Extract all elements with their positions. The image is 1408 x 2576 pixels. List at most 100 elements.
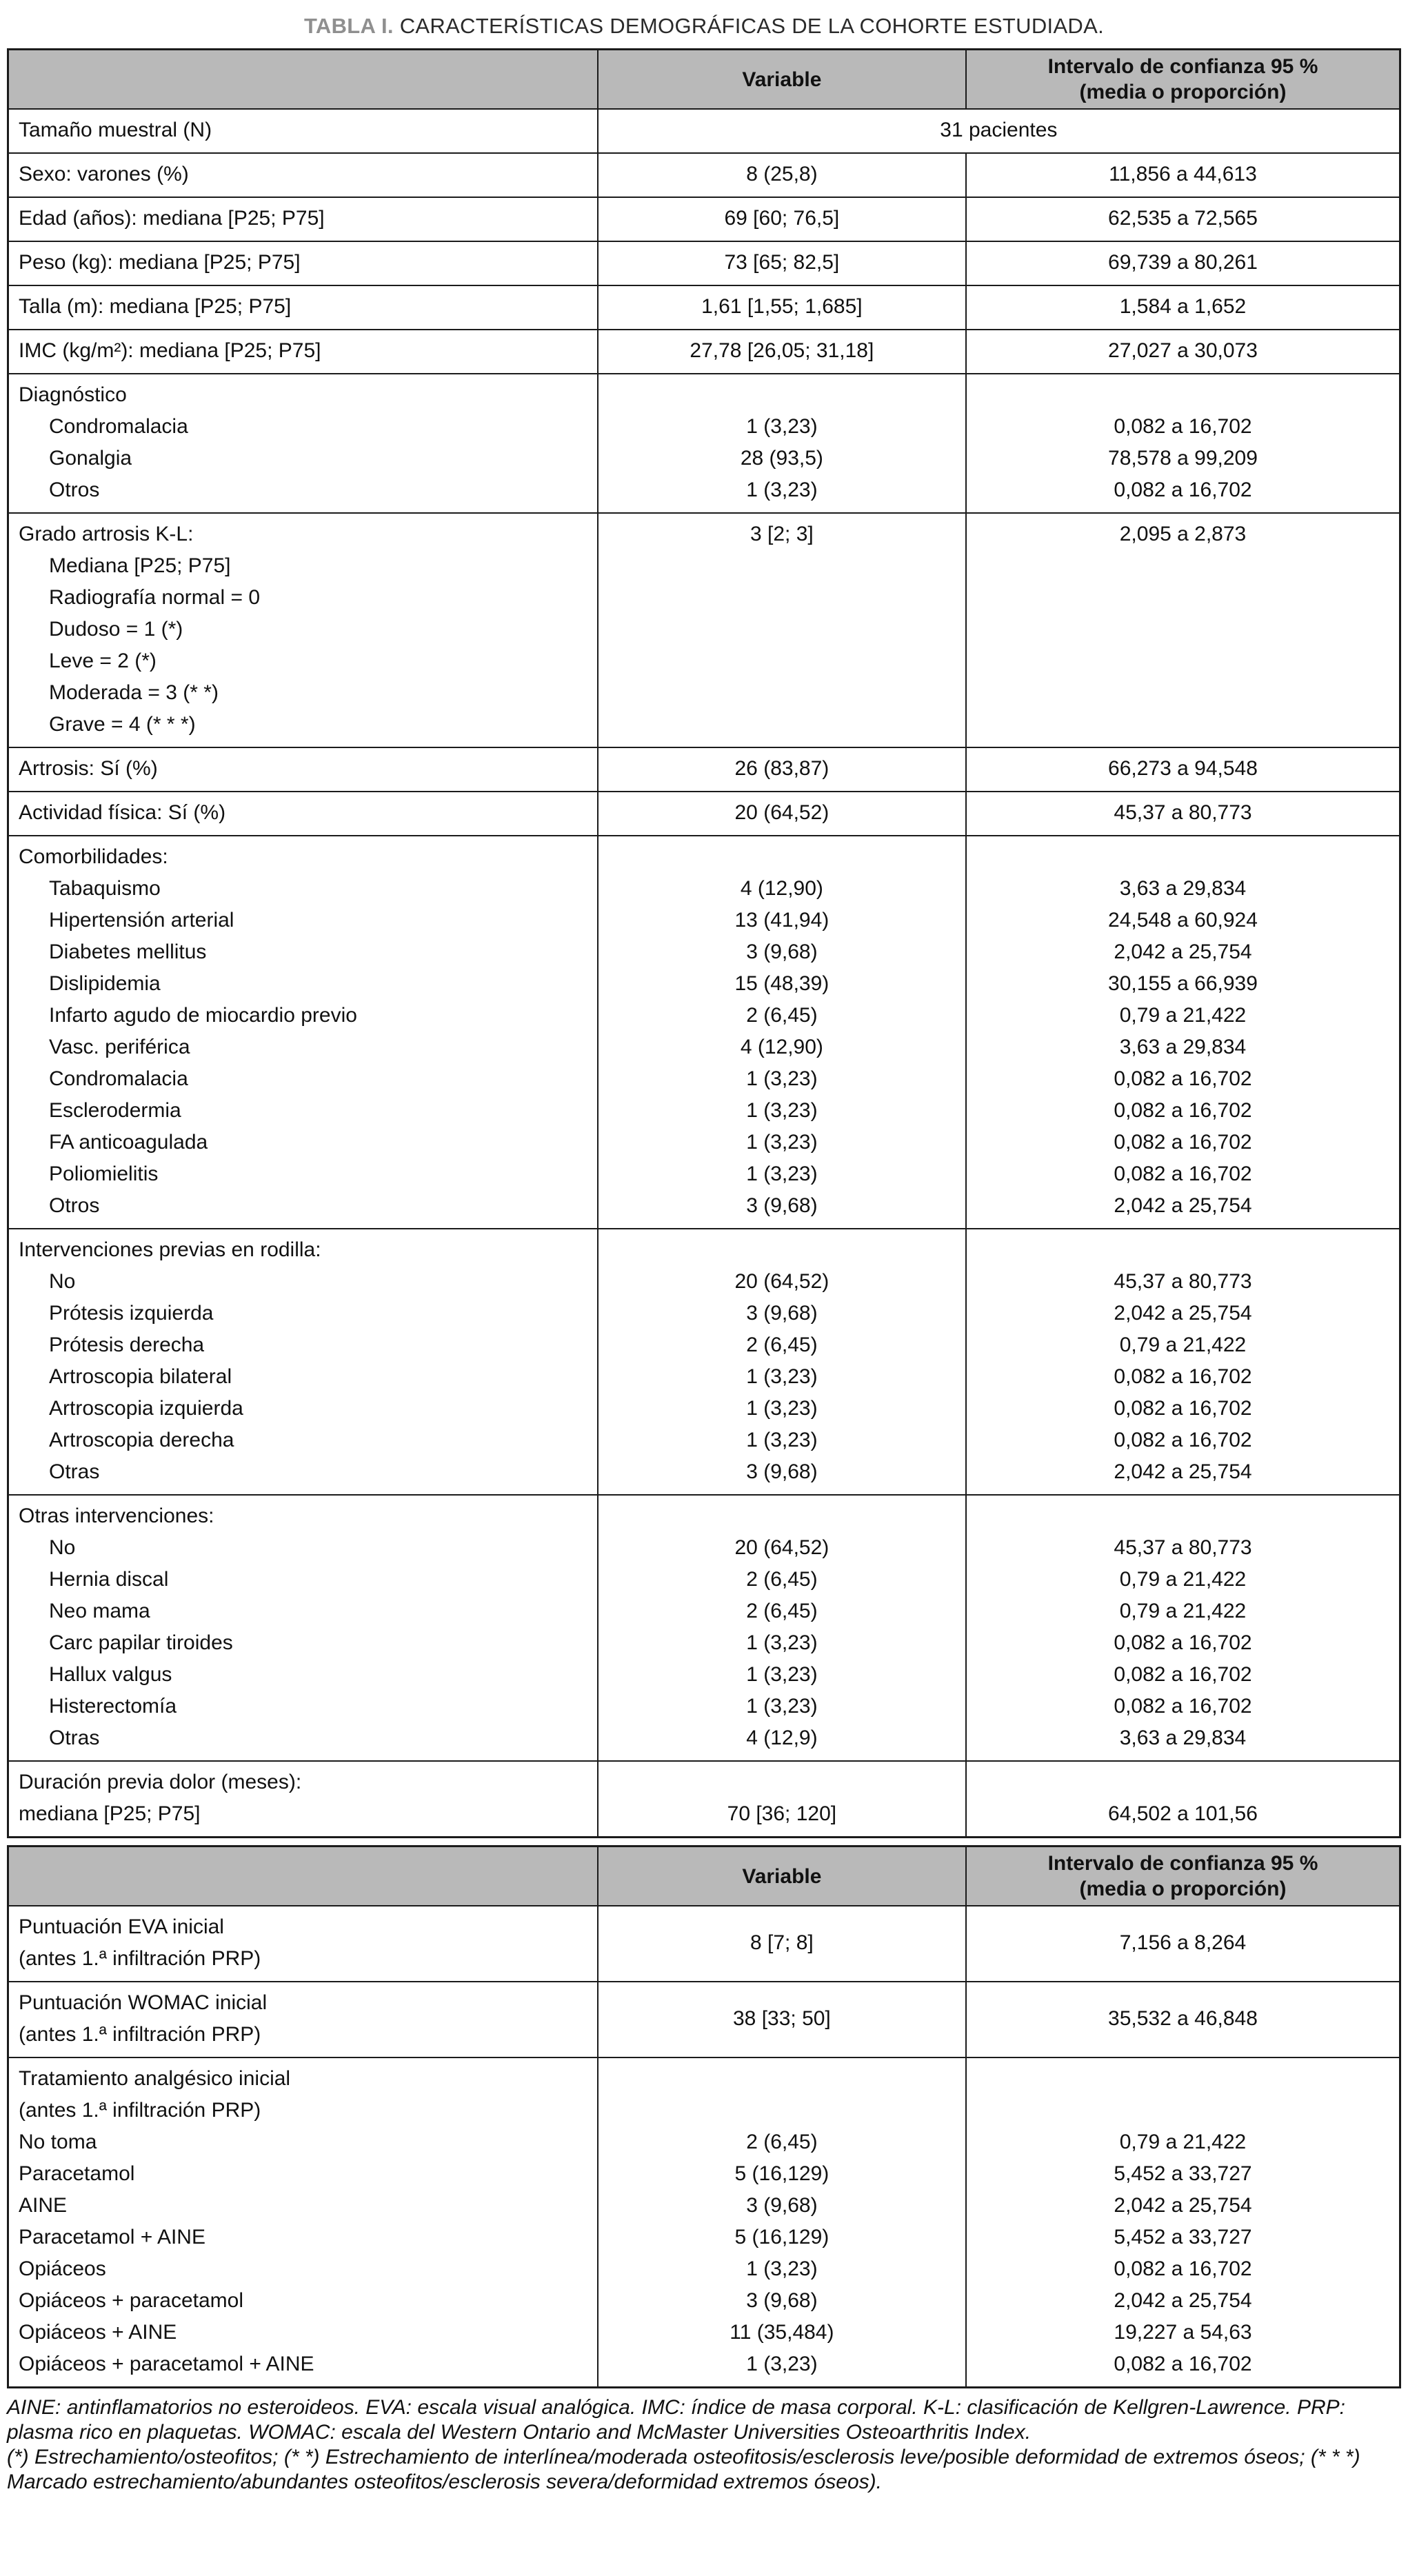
row-variable — [596, 374, 965, 411]
row-label-line: (antes 1.ª infiltración PRP) — [19, 2023, 261, 2046]
table-row: Artrosis: Sí (%) 26 (83,87) 66,273 a 94,54… — [9, 748, 1399, 791]
table-row: Hallux valgus 1 (3,23) 0,082 a 16,702 — [9, 1659, 1399, 1691]
table-section: Sexo: varones (%) 8 (25,8) 11,856 a 44,613 — [9, 152, 1399, 197]
row-variable — [596, 1496, 965, 1532]
row-variable: 1 (3,23) — [596, 1425, 965, 1456]
header-ci-line1: Intervalo de confianza 95 % — [1047, 1852, 1318, 1875]
row-label: Mediana [P25; P75] — [49, 554, 231, 577]
row-ci: 69,739 a 80,261 — [965, 242, 1399, 285]
row-variable: 2 (6,45) — [596, 1329, 965, 1361]
row-label: Hernia discal — [49, 1568, 169, 1591]
row-variable: 1 (3,23) — [596, 411, 965, 443]
table-section: Actividad física: Sí (%) 20 (64,52) 45,37 … — [9, 791, 1399, 835]
row-variable: 4 (12,9) — [596, 1722, 965, 1760]
row-ci — [965, 677, 1399, 709]
table-row: mediana [P25; P75] 70 [36; 120] 64,502 a 1… — [9, 1798, 1399, 1836]
row-label: Tabaquismo — [49, 877, 161, 900]
row-ci — [965, 1229, 1399, 1266]
row-variable: 5 (16,129) — [596, 2158, 965, 2190]
row-ci: 0,082 a 16,702 — [965, 411, 1399, 443]
table-row: Artroscopia izquierda 1 (3,23) 0,082 a 16,… — [9, 1393, 1399, 1425]
row-variable: 28 (93,5) — [596, 443, 965, 474]
row-ci: 0,082 a 16,702 — [965, 1393, 1399, 1425]
table-row: Variable Intervalo de confianza 95 % (medi… — [9, 1847, 1399, 1905]
row-ci: 0,082 a 16,702 — [965, 2348, 1399, 2386]
row-label: Otras — [49, 1460, 100, 1483]
row-ci: 0,082 a 16,702 — [965, 1361, 1399, 1393]
row-label: Opiáceos + paracetamol — [19, 2289, 244, 2312]
table-row: Infarto agudo de miocardio previo 2 (6,45… — [9, 1000, 1399, 1032]
table-row: Puntuación EVA inicial (antes 1.ª infiltr… — [9, 1906, 1399, 1981]
row-variable — [596, 582, 965, 614]
table-row: Tabaquismo 4 (12,90) 3,63 a 29,834 — [9, 873, 1399, 905]
table-row: Duración previa dolor (meses): — [9, 1762, 1399, 1798]
row-ci — [965, 614, 1399, 645]
table-section: Peso (kg): mediana [P25; P75] 73 [65; 82,… — [9, 241, 1399, 285]
row-ci: 0,79 a 21,422 — [965, 1564, 1399, 1596]
row-variable — [596, 2095, 965, 2126]
row-variable: 38 [33; 50] — [596, 1982, 965, 2057]
row-variable: 1 (3,23) — [596, 1627, 965, 1659]
row-ci: 0,082 a 16,702 — [965, 1691, 1399, 1722]
footnote-abbreviations: AINE: antinflamatorios no esteroideos. E… — [7, 2396, 1345, 2444]
row-ci: 2,042 a 25,754 — [965, 936, 1399, 968]
table-row: Hipertensión arterial 13 (41,94) 24,548 a … — [9, 905, 1399, 936]
row-ci: 2,042 a 25,754 — [965, 1298, 1399, 1329]
table-row: Prótesis derecha 2 (6,45) 0,79 a 21,422 — [9, 1329, 1399, 1361]
row-variable: 3 (9,68) — [596, 1456, 965, 1494]
row-label: Infarto agudo de miocardio previo — [49, 1004, 357, 1027]
row-ci: 24,548 a 60,924 — [965, 905, 1399, 936]
row-ci: 0,082 a 16,702 — [965, 2253, 1399, 2285]
row-variable — [596, 645, 965, 677]
row-label: Intervenciones previas en rodilla: — [19, 1238, 321, 1261]
row-label: Moderada = 3 (* *) — [49, 681, 219, 704]
table-row: Opiáceos + paracetamol 3 (9,68) 2,042 a 25… — [9, 2285, 1399, 2317]
table-row: Diabetes mellitus 3 (9,68) 2,042 a 25,754 — [9, 936, 1399, 968]
row-label: Artroscopia izquierda — [49, 1397, 243, 1420]
row-label: Histerectomía — [49, 1695, 177, 1718]
row-ci: 5,452 a 33,727 — [965, 2222, 1399, 2253]
row-label: Diabetes mellitus — [49, 940, 207, 963]
row-variable — [596, 1762, 965, 1798]
table-row: Leve = 2 (*) — [9, 645, 1399, 677]
table-title-text: CARACTERÍSTICAS DEMOGRÁFICAS DE LA COHOR… — [399, 14, 1104, 38]
row-variable — [596, 1229, 965, 1266]
row-variable: 2 (6,45) — [596, 1564, 965, 1596]
row-label: Dislipidemia — [49, 972, 161, 995]
table-row: Mediana [P25; P75] — [9, 550, 1399, 582]
table-row: Artroscopia derecha 1 (3,23) 0,082 a 16,70… — [9, 1425, 1399, 1456]
row-ci: 0,79 a 21,422 — [965, 1329, 1399, 1361]
footnote-asterisks: (*) Estrechamiento/osteofitos; (* *) Est… — [7, 2446, 1360, 2493]
table-row: Carc papilar tiroides 1 (3,23) 0,082 a 16,… — [9, 1627, 1399, 1659]
row-label: Carc papilar tiroides — [49, 1631, 233, 1654]
row-variable: 1 (3,23) — [596, 2348, 965, 2386]
table-row: Radiografía normal = 0 — [9, 582, 1399, 614]
table-row: Esclerodermia 1 (3,23) 0,082 a 16,702 — [9, 1095, 1399, 1127]
row-label: Opiáceos + AINE — [19, 2321, 177, 2344]
table-section: Comorbilidades: Tabaquismo 4 (12,90) 3,63 a… — [9, 835, 1399, 1228]
table-row: Dudoso = 1 (*) — [9, 614, 1399, 645]
row-label: IMC (kg/m²): mediana [P25; P75] — [19, 339, 321, 362]
row-label: Neo mama — [49, 1600, 150, 1622]
row-ci: 30,155 a 66,939 — [965, 968, 1399, 1000]
row-label: Grave = 4 (* * *) — [49, 713, 196, 736]
row-variable: 2 (6,45) — [596, 2126, 965, 2158]
footnotes: AINE: antinflamatorios no esteroideos. E… — [7, 2395, 1401, 2495]
table-row: Gonalgia 28 (93,5) 78,578 a 99,209 — [9, 443, 1399, 474]
row-ci: 0,79 a 21,422 — [965, 1596, 1399, 1627]
row-label: Puntuación EVA inicial (antes 1.ª infiltr… — [9, 1906, 597, 1981]
row-variable: 20 (64,52) — [596, 1266, 965, 1298]
row-variable: 1 (3,23) — [596, 1158, 965, 1190]
row-variable: 1 (3,23) — [596, 2253, 965, 2285]
table-row: Dislipidemia 15 (48,39) 30,155 a 66,939 — [9, 968, 1399, 1000]
row-variable: 1 (3,23) — [596, 1361, 965, 1393]
row-variable: 5 (16,129) — [596, 2222, 965, 2253]
row-label: AINE — [19, 2194, 68, 2217]
table-section: IMC (kg/m²): mediana [P25; P75] 27,78 [26… — [9, 329, 1399, 373]
table-section: Artrosis: Sí (%) 26 (83,87) 66,273 a 94,54… — [9, 747, 1399, 791]
row-ci: 19,227 a 54,63 — [965, 2317, 1399, 2348]
row-ci: 2,042 a 25,754 — [965, 2285, 1399, 2317]
row-ci: 3,63 a 29,834 — [965, 1032, 1399, 1063]
row-variable — [596, 2058, 965, 2095]
row-ci: 45,37 a 80,773 — [965, 1532, 1399, 1564]
